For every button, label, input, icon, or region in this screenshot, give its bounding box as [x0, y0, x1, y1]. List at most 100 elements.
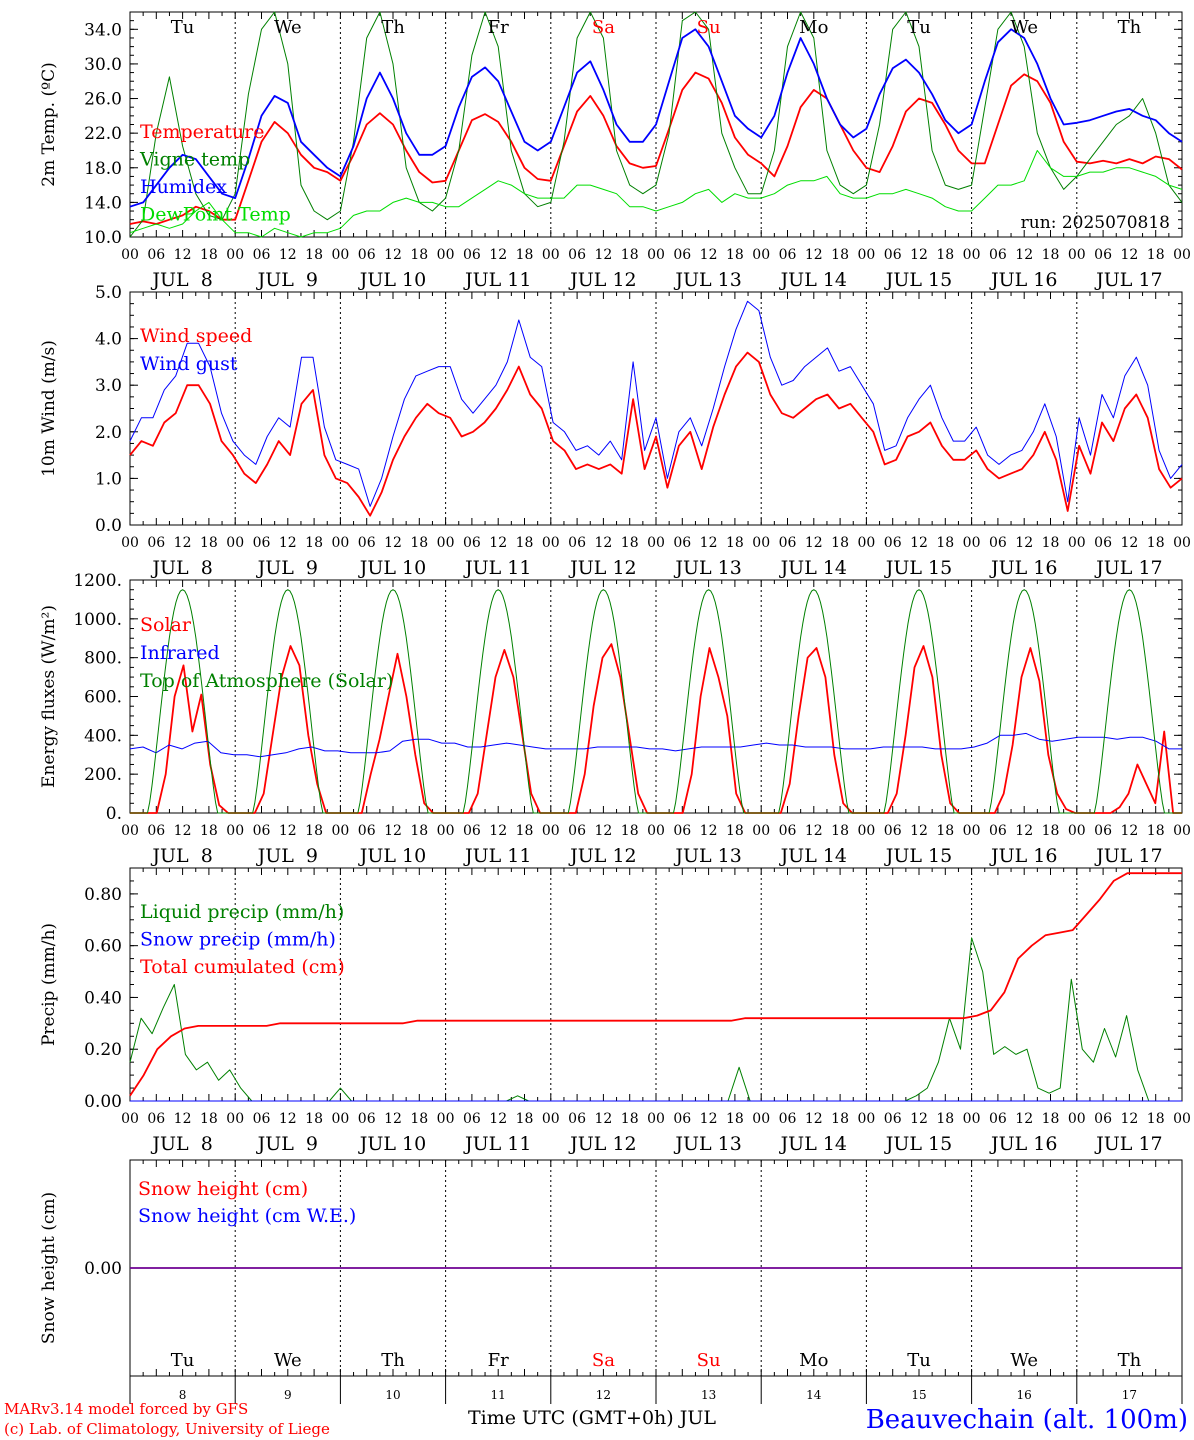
x-date-label: JUL 9: [256, 845, 318, 867]
x-hour-label: 00: [226, 535, 244, 551]
x-date-label: JUL 17: [1094, 557, 1162, 579]
x-hour-label: 00: [542, 823, 560, 839]
x-hour-label: 18: [1147, 535, 1165, 551]
x-hour-label: 06: [1094, 247, 1112, 263]
series-line-total-cumulated-cm-: [129, 872, 1182, 1097]
x-hour-label: 00: [226, 823, 244, 839]
x-date-label: JUL 16: [989, 1133, 1057, 1155]
day-name-top: Mo: [799, 17, 828, 38]
day-number: 10: [385, 1388, 400, 1402]
x-date-label: JUL 10: [358, 269, 426, 291]
x-hour-label: 12: [174, 823, 192, 839]
x-hour-label: 12: [1120, 535, 1138, 551]
x-date-label: JUL 13: [673, 1133, 741, 1155]
x-hour-label: 12: [700, 823, 718, 839]
x-hour-label: 18: [200, 535, 218, 551]
day-name-top: We: [274, 17, 302, 38]
day-number: 16: [1017, 1388, 1032, 1402]
y-tick-label: 0.: [106, 804, 122, 824]
x-hour-label: 12: [384, 1111, 402, 1127]
x-hour-label: 00: [1173, 823, 1191, 839]
y-tick-label: 200.: [84, 765, 122, 785]
y-tick-label: 26.0: [84, 90, 122, 110]
x-hour-label: 00: [1068, 535, 1086, 551]
x-hour-label: 18: [936, 247, 954, 263]
day-name-top: Sa: [592, 17, 615, 38]
x-hour-label: 12: [910, 1111, 928, 1127]
panel-1: 10.0 14.0 18.0 22.0 26.0 30.0 34.0 2m Temp. (ºC…: [39, 11, 1191, 291]
x-hour-label: 06: [358, 535, 376, 551]
x-hour-label: 18: [936, 823, 954, 839]
x-hour-label: 00: [437, 1111, 455, 1127]
x-hour-label: 18: [831, 1111, 849, 1127]
x-hour-label: 00: [331, 823, 349, 839]
x-hour-label: 12: [910, 247, 928, 263]
x-hour-label: 12: [700, 535, 718, 551]
x-hour-label: 06: [358, 247, 376, 263]
x-hour-label: 18: [726, 247, 744, 263]
x-hour-label: 06: [779, 247, 797, 263]
x-hour-label: 18: [305, 535, 323, 551]
x-hour-label: 06: [568, 1111, 586, 1127]
x-hour-label: 12: [1120, 1111, 1138, 1127]
x-hour-label: 12: [805, 247, 823, 263]
legend-entry: Top of Atmosphere (Solar): [140, 670, 393, 692]
x-date-label: JUL 11: [463, 1133, 531, 1155]
day-number: 8: [179, 1388, 187, 1402]
y-tick-label: 34.0: [84, 20, 122, 40]
legend-entry: Vigne temp: [139, 149, 250, 171]
x-hour-label: 06: [358, 823, 376, 839]
x-hour-label: 12: [1015, 1111, 1033, 1127]
x-hour-label: 12: [279, 823, 297, 839]
x-hour-label: 18: [1042, 535, 1060, 551]
x-date-label: JUL 16: [989, 845, 1057, 867]
x-hour-label: 06: [989, 1111, 1007, 1127]
series-line-top-of-atmosphere-solar-: [130, 589, 1182, 814]
footer-lab: (c) Lab. of Climatology, University of L…: [4, 1420, 330, 1438]
panel-2: 0.0 1.0 2.0 3.0 4.0 5.0 10m Wind (m/s) Wind spe…: [39, 283, 1191, 579]
x-hour-label: 18: [1042, 1111, 1060, 1127]
day-name-bottom: We: [274, 1350, 302, 1371]
x-hour-label: 18: [1042, 823, 1060, 839]
x-hour-label: 00: [963, 1111, 981, 1127]
x-date-label: JUL 11: [463, 269, 531, 291]
day-number: 12: [596, 1388, 611, 1402]
y-tick-label: 0.00: [84, 1092, 122, 1112]
y-tick-label: 400.: [84, 726, 122, 746]
x-axis-title: Time UTC (GMT+0h) JUL: [468, 1407, 716, 1429]
x-hour-label: 18: [1147, 1111, 1165, 1127]
day-name-top: We: [1010, 17, 1038, 38]
x-hour-label: 18: [305, 1111, 323, 1127]
x-hour-label: 06: [673, 823, 691, 839]
x-hour-label: 00: [857, 1111, 875, 1127]
legend-entry: Humidex: [140, 176, 227, 198]
x-date-label: JUL 15: [884, 557, 952, 579]
x-hour-label: 18: [410, 1111, 428, 1127]
x-hour-label: 00: [437, 823, 455, 839]
x-hour-label: 06: [779, 535, 797, 551]
x-hour-label: 12: [279, 1111, 297, 1127]
x-date-label: JUL 11: [463, 845, 531, 867]
x-hour-label: 06: [989, 247, 1007, 263]
x-hour-label: 00: [752, 1111, 770, 1127]
x-date-label: JUL 14: [779, 1133, 847, 1155]
x-hour-label: 06: [673, 1111, 691, 1127]
x-hour-label: 00: [647, 1111, 665, 1127]
x-hour-label: 12: [910, 823, 928, 839]
x-date-label: JUL 10: [358, 1133, 426, 1155]
x-date-label: JUL 16: [989, 557, 1057, 579]
x-hour-label: 00: [1068, 247, 1086, 263]
x-hour-label: 00: [1068, 1111, 1086, 1127]
x-hour-label: 06: [463, 535, 481, 551]
x-hour-label: 18: [410, 247, 428, 263]
day-name-bottom: Su: [697, 1350, 721, 1371]
x-hour-label: 12: [279, 247, 297, 263]
x-hour-label: 12: [174, 535, 192, 551]
y-tick-label: 22.0: [84, 124, 122, 144]
x-hour-label: 12: [805, 823, 823, 839]
x-date-label: JUL 15: [884, 1133, 952, 1155]
series-line-wind-gust: [129, 300, 1183, 507]
x-hour-label: 18: [200, 823, 218, 839]
x-hour-label: 18: [726, 1111, 744, 1127]
x-hour-label: 00: [437, 535, 455, 551]
